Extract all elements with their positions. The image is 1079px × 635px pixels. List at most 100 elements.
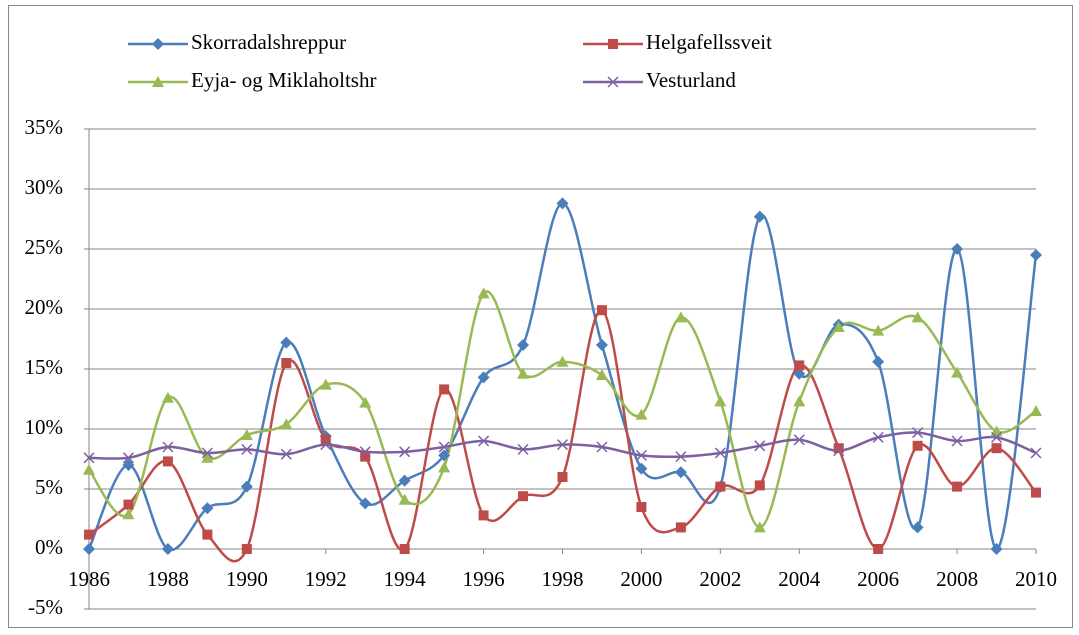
data-point [280, 336, 293, 349]
data-point [636, 502, 647, 512]
legend-marker [608, 39, 618, 49]
data-point [675, 451, 687, 463]
data-point [952, 481, 963, 492]
data-point [518, 491, 529, 502]
data-point [478, 510, 489, 521]
data-point [240, 480, 253, 493]
data-point [951, 366, 964, 378]
data-point [833, 443, 844, 454]
data-point [833, 445, 845, 457]
data-point [595, 339, 608, 351]
data-point [439, 384, 450, 395]
data-point [911, 521, 924, 534]
x-tick-label: 2000 [620, 567, 662, 591]
data-point [83, 452, 95, 464]
data-point [754, 440, 766, 452]
data-point [990, 543, 1003, 555]
data-point [201, 447, 213, 459]
data-point [320, 439, 332, 451]
data-point [951, 435, 963, 447]
y-tick-label: 15% [25, 355, 64, 379]
data-point [872, 355, 885, 368]
data-point [161, 543, 174, 555]
data-point [635, 449, 647, 461]
y-tick-label: 20% [25, 295, 64, 319]
x-tick-label: 1998 [542, 567, 584, 591]
data-point [517, 339, 530, 351]
data-point [280, 418, 293, 430]
data-point [674, 466, 687, 479]
data-point [951, 243, 964, 255]
x-tick-label: 2008 [936, 567, 978, 591]
data-point [240, 429, 253, 440]
data-point [438, 449, 451, 462]
data-point [635, 408, 648, 420]
data-point [556, 197, 569, 210]
series-line [87, 202, 1038, 552]
data-point [793, 434, 805, 446]
legend-marker [152, 76, 164, 87]
data-point [675, 522, 686, 533]
data-point [912, 427, 924, 439]
data-point [714, 395, 727, 407]
data-point [794, 360, 805, 371]
data-point [241, 443, 253, 455]
legend-label: Vesturland [646, 68, 736, 92]
data-point [911, 311, 924, 323]
data-point [122, 459, 135, 471]
data-point [556, 439, 569, 451]
data-point [201, 502, 214, 515]
data-point [832, 321, 845, 332]
data-point [1031, 487, 1041, 498]
x-tick-label: 2010 [1015, 567, 1057, 591]
legend-label: Eyja- og Miklaholtshr [191, 68, 376, 92]
data-point [753, 210, 766, 223]
data-point [122, 508, 135, 520]
data-point [872, 324, 885, 336]
data-point [517, 367, 530, 379]
data-point [556, 355, 569, 367]
y-tick-label: 5% [35, 475, 63, 499]
data-point [161, 391, 174, 403]
y-tick-label: 10% [25, 415, 64, 439]
data-point [280, 448, 292, 460]
data-point [202, 529, 213, 540]
data-point [873, 544, 884, 554]
data-point [281, 358, 292, 368]
x-tick-label: 1986 [68, 567, 110, 591]
x-tick-label: 2004 [778, 567, 821, 591]
data-point [517, 443, 529, 455]
y-tick-label: 0% [35, 535, 63, 559]
legend-marker [152, 38, 164, 50]
data-point [162, 456, 173, 467]
y-tick-label: 30% [25, 175, 64, 199]
data-point [715, 481, 726, 492]
y-tick-label: 25% [25, 235, 64, 259]
data-point [478, 435, 490, 447]
legend-label: Skorradalshreppur [191, 30, 346, 54]
data-point [359, 396, 372, 408]
data-point [1030, 447, 1042, 459]
data-point [201, 451, 214, 463]
data-point [635, 462, 648, 475]
data-point [241, 544, 252, 554]
x-tick-label: 1994 [384, 567, 427, 591]
data-point [320, 434, 331, 445]
data-point [359, 497, 372, 510]
data-point [83, 463, 95, 475]
data-point [477, 287, 490, 299]
y-tick-label: -5% [28, 595, 63, 619]
data-point [991, 431, 1003, 443]
x-tick-label: 1996 [463, 567, 505, 591]
data-point [359, 446, 371, 458]
data-point [753, 521, 766, 533]
x-tick-label: 2006 [857, 567, 899, 591]
x-tick-label: 1990 [226, 567, 268, 591]
data-point [1030, 405, 1042, 416]
data-point [872, 431, 884, 443]
data-point [596, 441, 608, 453]
data-point [399, 544, 410, 554]
data-point [83, 543, 95, 555]
data-point [398, 493, 411, 505]
